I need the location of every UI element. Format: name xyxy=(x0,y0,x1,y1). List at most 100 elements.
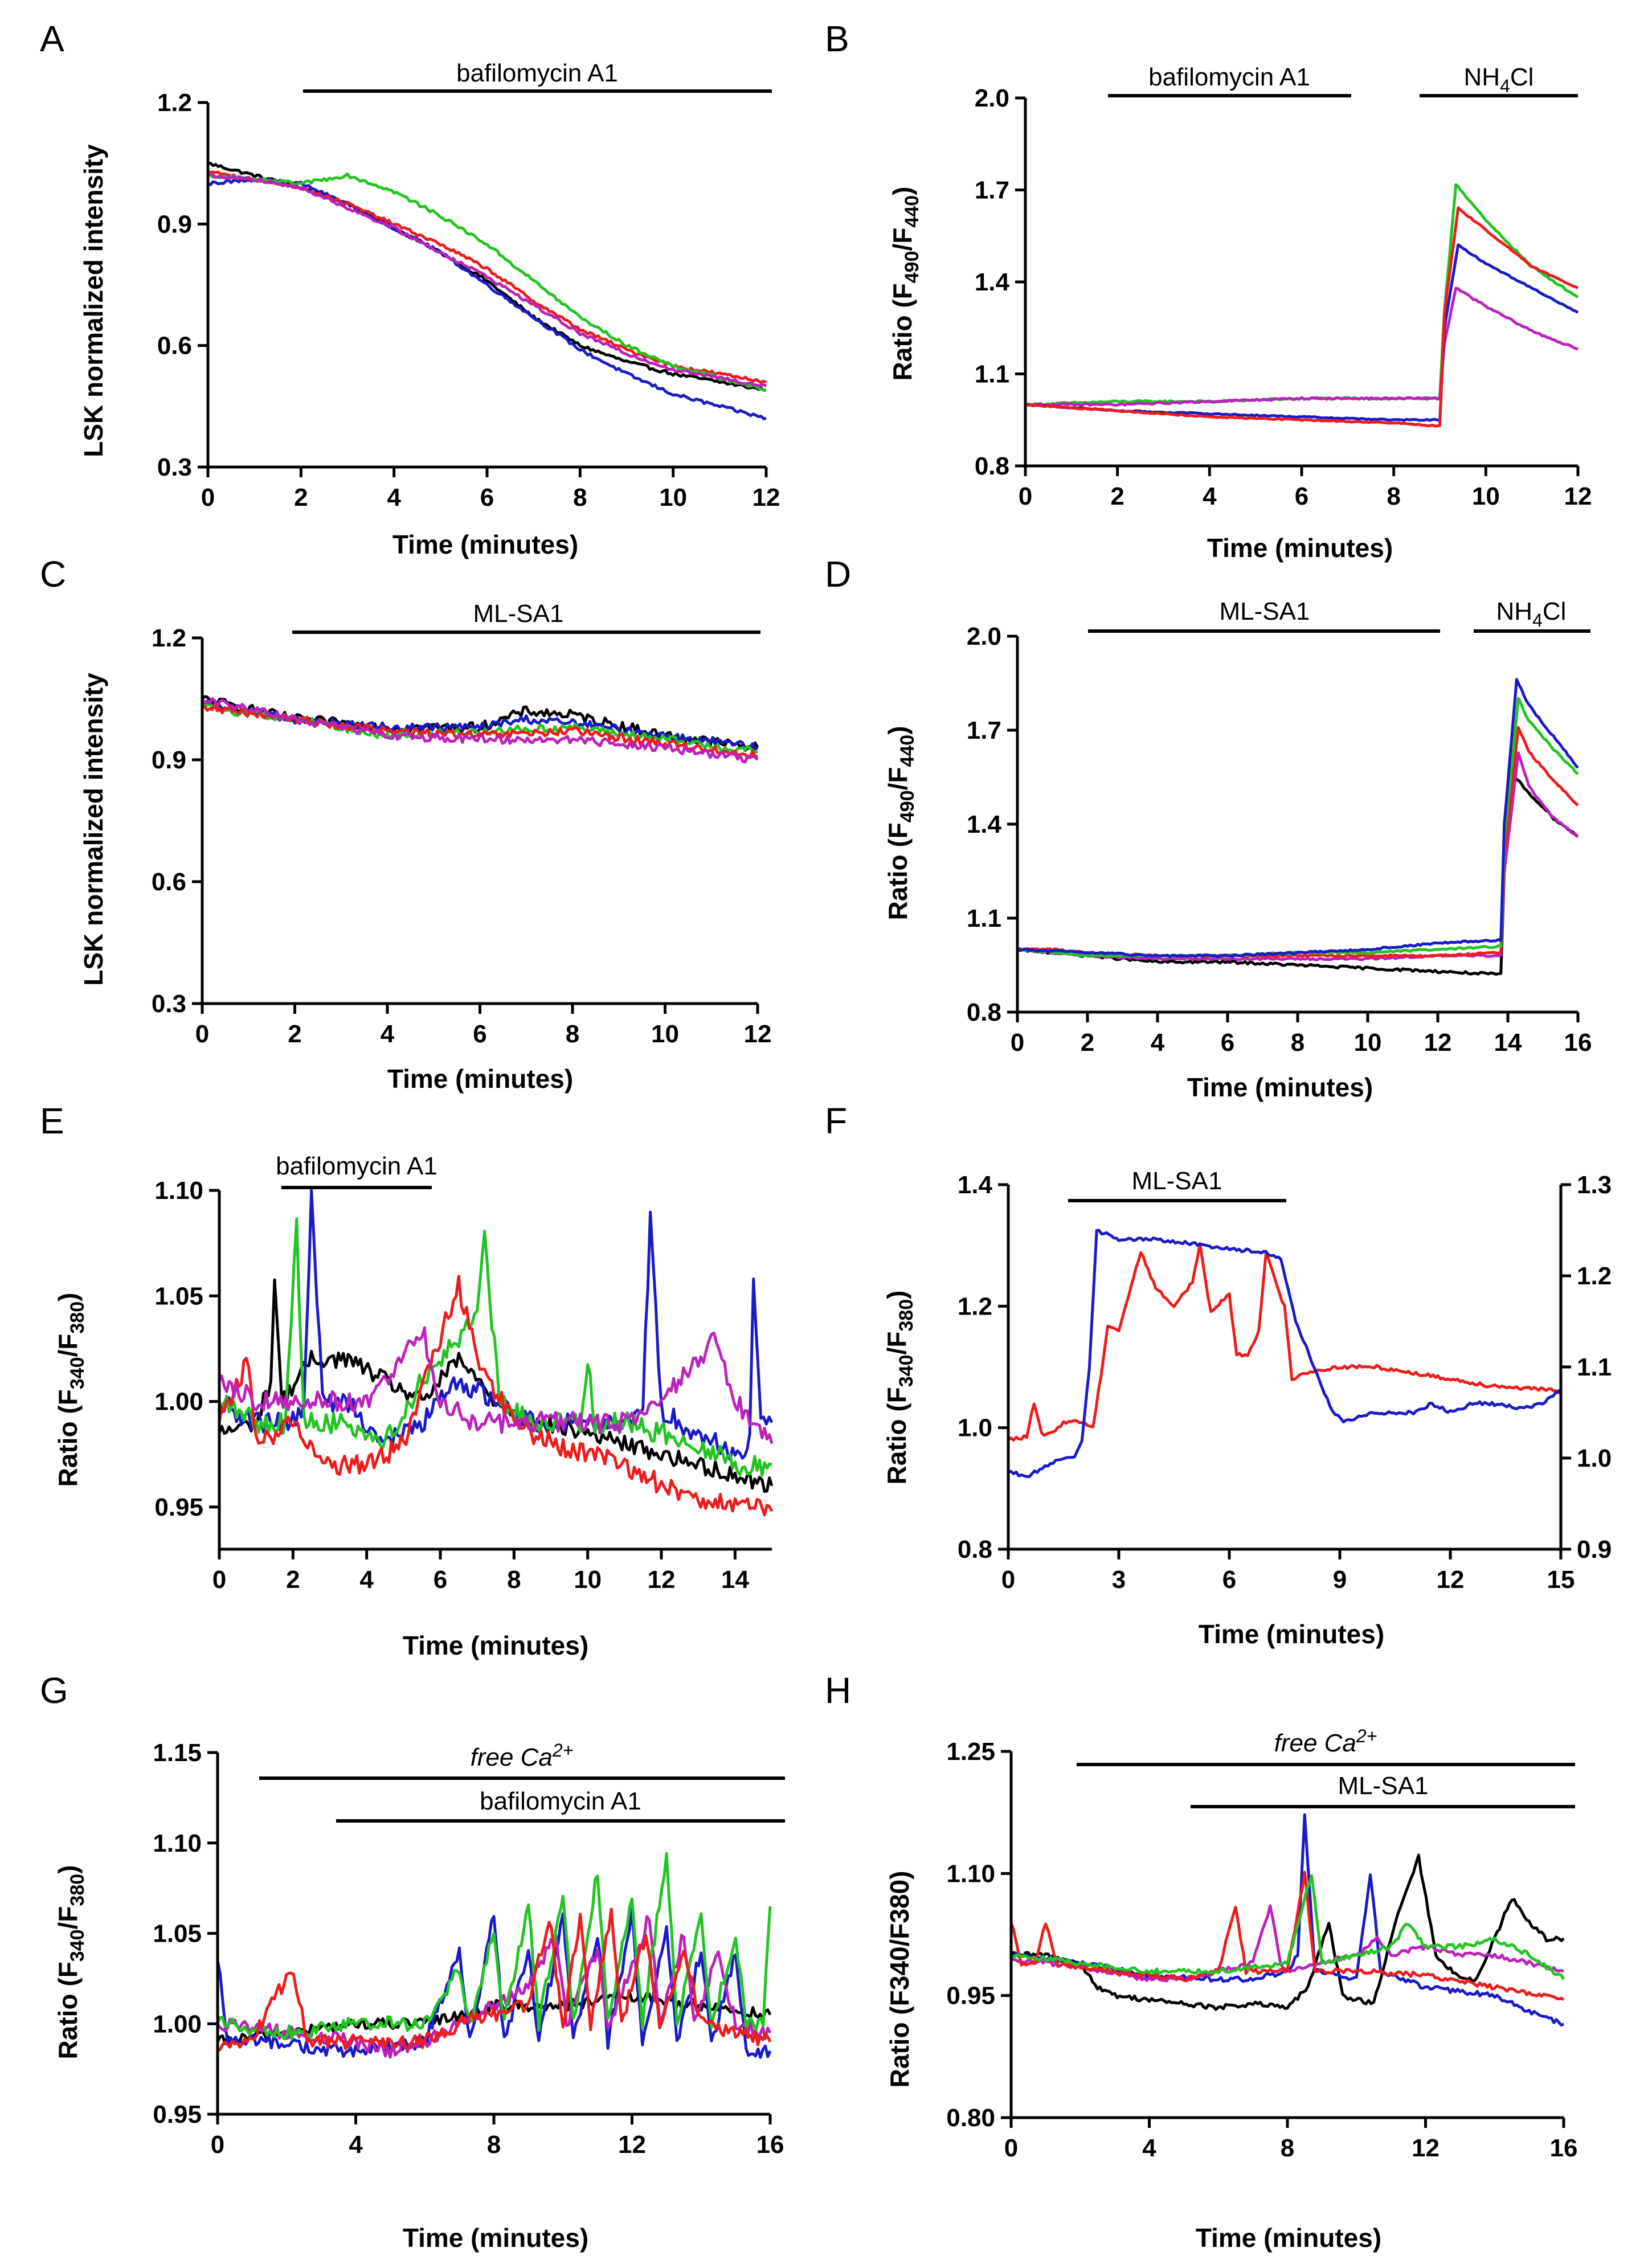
x-tick-label-A: 12 xyxy=(753,484,780,511)
series-E-red xyxy=(218,1275,774,1517)
y-axis-title-F: Ratio (F340/F380) xyxy=(882,1291,917,1485)
panel-E: E 0 2 4 6 8 10 12 14 0.95 1.00 1.05 1.10 bafilomyci… xyxy=(40,1100,774,1660)
x-tick-label-D: 4 xyxy=(1151,1029,1165,1057)
x-axis-title-H: Time (minutes) xyxy=(1196,2223,1381,2253)
y-tick-label-G: 1.00 xyxy=(153,2010,202,2038)
x-tick-label-A: 10 xyxy=(659,484,687,511)
x-tick-label-G: 4 xyxy=(349,2131,363,2159)
panel-label-C: C xyxy=(40,554,66,595)
series-H-green xyxy=(1010,1874,1565,1980)
y-tick-label-E: 1.05 xyxy=(154,1282,203,1310)
y-tick-label-G: 1.05 xyxy=(153,1920,202,1948)
free-ca-label-H: free Ca2+ xyxy=(1274,1726,1377,1757)
y-axis-title-B: Ratio (F490/F440) xyxy=(888,187,923,381)
series-F-blue xyxy=(1008,1229,1562,1479)
series-C-purple xyxy=(201,697,759,764)
x-tick-label-D: 16 xyxy=(1564,1029,1592,1057)
y-tick-label-E: 1.10 xyxy=(154,1177,203,1205)
x-tick-label-B: 4 xyxy=(1203,482,1217,510)
series-E-purple xyxy=(218,1326,774,1444)
x-tick-label-B: 12 xyxy=(1564,482,1592,510)
bafilomycin-label-B: bafilomycin A1 xyxy=(1148,63,1310,91)
x-tick-label-D: 6 xyxy=(1221,1029,1234,1057)
series-E-green xyxy=(218,1217,772,1477)
x-tick-label-E: 6 xyxy=(434,1566,447,1594)
nh4cl-label-B: NH4Cl xyxy=(1464,63,1534,96)
panel-label-B: B xyxy=(825,18,849,59)
x-tick-label-E: 14 xyxy=(721,1566,749,1594)
x-axis-title-E: Time (minutes) xyxy=(403,1631,588,1660)
plot-G: 0 4 8 12 16 0.95 1.00 1.05 1.10 1.15 xyxy=(153,1739,784,2159)
plot-A: 0 2 4 6 8 10 12 0.3 0.6 0.9 1.2 xyxy=(157,89,780,511)
panel-D: D 0 2 4 6 8 10 12 14 16 0.8 1.1 1.4 1.7 2.0 ML-SA1 NH… xyxy=(825,554,1592,1102)
x-tick-label-G: 16 xyxy=(756,2131,784,2159)
y-axis-title-D: Ratio (F490/F440) xyxy=(883,726,918,920)
series-B-purple xyxy=(1025,286,1579,407)
x-tick-label-F: 3 xyxy=(1112,1566,1126,1594)
y2-tick-label-F: 1.2 xyxy=(1577,1262,1612,1290)
y2-tick-label-F: 1.0 xyxy=(1577,1444,1612,1472)
panel-label-D: D xyxy=(825,554,851,595)
free-ca-label-G: free Ca2+ xyxy=(471,1740,574,1771)
y-tick-label-E: 1.00 xyxy=(154,1388,203,1416)
x-tick-label-H: 8 xyxy=(1281,2134,1294,2162)
series-G-red xyxy=(216,1907,772,2053)
x-tick-label-H: 0 xyxy=(1004,2134,1018,2162)
x-tick-label-E: 10 xyxy=(574,1566,602,1594)
x-tick-label-F: 12 xyxy=(1437,1566,1465,1594)
x-axis-title-C: Time (minutes) xyxy=(387,1064,573,1094)
x-tick-label-C: 2 xyxy=(288,1020,301,1048)
series-F-red xyxy=(1007,1242,1562,1442)
x-tick-label-D: 2 xyxy=(1081,1029,1094,1057)
panel-A: A 0 2 4 6 8 10 12 0.3 0.6 0.9 1.2 bafilomycin A1 T… xyxy=(40,18,780,559)
y-tick-label-D: 1.7 xyxy=(967,717,1001,744)
y-tick-label-H: 1.25 xyxy=(946,1738,995,1766)
plot-D: 0 2 4 6 8 10 12 14 16 0.8 1.1 1.4 1.7 2.0 xyxy=(967,623,1592,1057)
plot-H: 0 4 8 12 16 0.80 0.95 1.10 1.25 xyxy=(946,1738,1577,2162)
y2-tick-label-F: 1.1 xyxy=(1577,1353,1612,1381)
series-B-green xyxy=(1025,183,1579,407)
x-tick-label-D: 0 xyxy=(1011,1029,1024,1057)
series-D-black xyxy=(1017,776,1579,976)
panel-G: G 0 4 8 12 160.951.001.051.101.15 free Ca2+ … xyxy=(40,1670,785,2253)
x-axis-title-A: Time (minutes) xyxy=(392,530,578,559)
x-tick-label-C: 10 xyxy=(651,1020,679,1048)
y-tick-label-H: 0.80 xyxy=(946,2104,995,2132)
x-tick-label-F: 9 xyxy=(1333,1566,1347,1594)
series-D-green xyxy=(1017,697,1579,958)
y-tick-label-C: 0.6 xyxy=(152,868,186,896)
series-E-blue xyxy=(218,1189,774,1461)
panel-label-F: F xyxy=(825,1100,847,1141)
y-axis-title-C: LSK normalized intensity xyxy=(79,673,108,986)
y-axis-title-G: Ratio (F340/F380) xyxy=(53,1865,88,2060)
x-tick-label-A: 8 xyxy=(573,484,587,511)
panel-B: B 0 2 4 6 8 10 12 0.8 1.1 1.4 1.7 2.0 bafilomycin A… xyxy=(825,18,1592,563)
bafilomycin-label-E: bafilomycin A1 xyxy=(276,1152,437,1180)
series-B-blue xyxy=(1025,243,1579,422)
panel-label-G: G xyxy=(40,1670,68,1711)
mlsa1-label-C: ML-SA1 xyxy=(473,600,564,628)
y-tick-label-C: 0.3 xyxy=(152,990,186,1018)
panel-label-E: E xyxy=(40,1100,64,1141)
x-tick-label-D: 12 xyxy=(1424,1029,1452,1057)
x-tick-label-D: 8 xyxy=(1291,1029,1305,1057)
y-tick-label-D: 1.4 xyxy=(967,810,1002,838)
y-tick-label-B: 1.7 xyxy=(975,177,1009,204)
y-tick-label-G: 1.10 xyxy=(153,1829,202,1857)
y-tick-label-F: 1.0 xyxy=(958,1414,992,1442)
y-tick-label-A: 0.9 xyxy=(157,210,192,238)
x-tick-label-A: 6 xyxy=(480,484,494,511)
y-tick-label-C: 1.2 xyxy=(152,624,186,652)
series-H-blue xyxy=(1011,1813,1564,2027)
series-A-green xyxy=(207,172,766,392)
y-tick-label-D: 1.1 xyxy=(967,904,1001,932)
series-D-purple xyxy=(1017,751,1579,961)
x-tick-label-G: 12 xyxy=(618,2131,646,2159)
x-tick-label-C: 6 xyxy=(473,1020,486,1048)
y-tick-label-G: 0.95 xyxy=(153,2101,202,2128)
x-tick-label-A: 2 xyxy=(294,484,308,511)
y-tick-label-B: 1.1 xyxy=(975,361,1009,388)
series-H-black xyxy=(1010,1853,1565,2011)
series-A-purple xyxy=(207,173,767,388)
